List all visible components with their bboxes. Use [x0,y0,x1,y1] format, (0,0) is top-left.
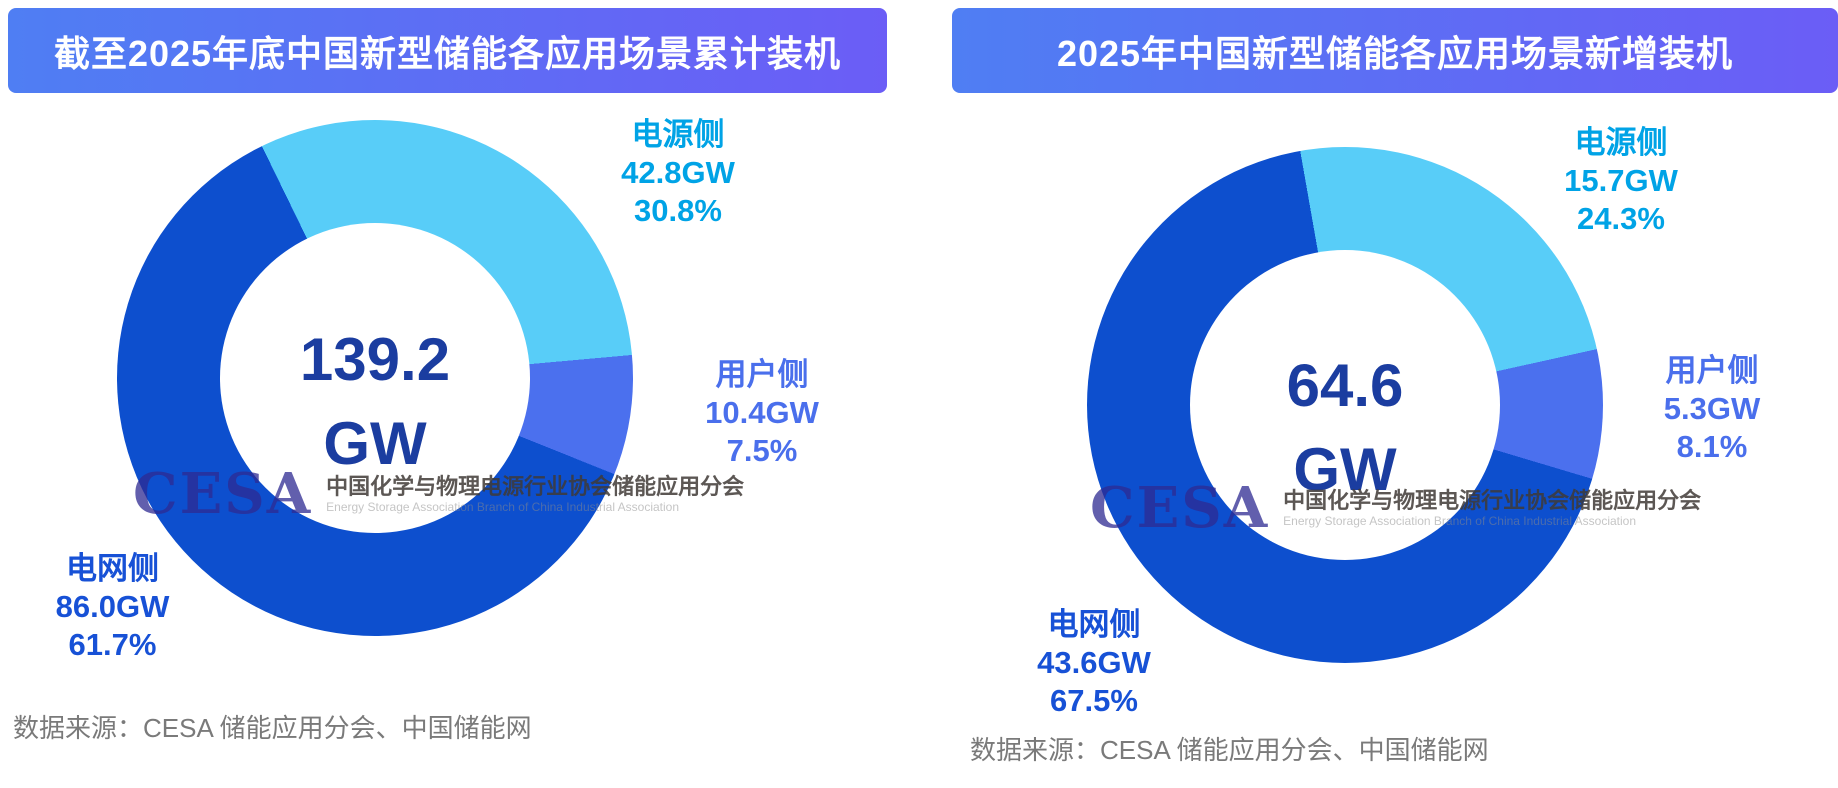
left-chart-title-bar: 截至2025年底中国新型储能各应用场景累计装机 [8,8,887,93]
segment-value: 42.8GW [621,155,735,190]
segment-name: 电源侧 [1574,125,1668,160]
right-donut-hole [1190,250,1500,560]
left-label-power-side: 电源侧 42.8GW 30.8% [558,116,798,230]
right-donut-center-label: 64.6 GW [1195,344,1495,512]
segment-name: 电源侧 [631,117,725,152]
segment-pct: 67.5% [1050,683,1138,718]
right-label-grid-side: 电网侧 43.6GW 67.5% [974,606,1214,720]
segment-name: 电网侧 [66,551,159,586]
right-chart-title: 2025年中国新型储能各应用场景新增装机 [1056,32,1734,74]
left-donut-chart [117,120,633,636]
right-data-source: 数据来源：CESA 储能应用分会、中国储能网 [970,735,1489,765]
right-chart-title-bar: 2025年中国新型储能各应用场景新增装机 [952,8,1838,93]
segment-pct: 7.5% [726,433,798,468]
right-total-unit: GW [1293,436,1397,503]
left-data-source: 数据来源：CESA 储能应用分会、中国储能网 [13,713,532,743]
right-label-power-side: 电源侧 15.7GW 24.3% [1501,124,1741,238]
segment-value: 43.6GW [1037,645,1151,680]
segment-value: 15.7GW [1564,163,1678,198]
segment-value: 86.0GW [55,589,170,624]
segment-pct: 61.7% [68,627,157,662]
segment-name: 电网侧 [1047,607,1141,642]
segment-name: 用户侧 [1665,353,1759,388]
left-label-user-side: 用户侧 10.4GW 7.5% [642,356,882,470]
right-label-user-side: 用户侧 5.3GW 8.1% [1592,352,1832,466]
segment-pct: 8.1% [1676,429,1748,464]
left-total-unit: GW [323,410,427,477]
segment-pct: 24.3% [1577,201,1665,236]
left-total-value: 139.2 [299,326,451,393]
left-label-grid-side: 电网侧 86.0GW 61.7% [0,550,225,664]
left-donut-center-label: 139.2 GW [225,318,525,486]
segment-name: 用户侧 [715,357,809,392]
segment-value: 5.3GW [1663,391,1761,426]
right-donut-chart [1087,147,1603,663]
left-chart-title: 截至2025年底中国新型储能各应用场景累计装机 [53,32,842,74]
left-donut-hole [220,223,530,533]
segment-pct: 30.8% [634,193,722,228]
right-total-value: 64.6 [1286,352,1404,419]
segment-value: 10.4GW [705,395,819,430]
